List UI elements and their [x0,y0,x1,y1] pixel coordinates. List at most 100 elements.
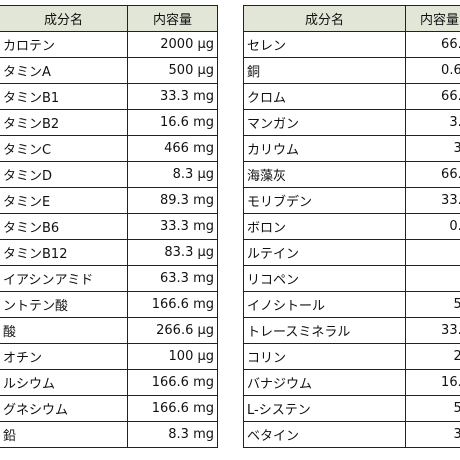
row: タミンB12 83.3 μg [0,239,218,266]
name-cell: ントテン酸 [0,291,128,318]
name-cell: L-システン [243,395,406,422]
row: ベタイン38 [243,421,460,448]
row: カロテン 2000 μg [0,31,218,58]
name-cell: タミンB1 [0,83,128,110]
row: グネシウム 166.6 mg [0,395,218,422]
table: 成分名 内容量 カロテン 2000 μg タミンA 500 μg タミンB1 33.3 mg タ… [0,5,218,448]
name-cell: イアシンアミド [0,265,128,292]
amount-cell: 33.3 mg [127,213,218,240]
row: タミンC 466 mg [0,135,218,162]
amount-cell: 166.6 mg [127,395,218,422]
amount-cell: 89.3 mg [127,187,218,214]
name-cell: カリウム [243,135,406,162]
row: タミンB1 33.3 mg [0,83,218,110]
name-cell: 鉛 [0,421,128,448]
row: 銅0.66 [243,57,460,84]
header-row: 成分名 内容量 [0,5,218,32]
amount-cell: 16.6 [405,369,460,396]
header-cell: 内容量 [405,5,460,32]
amount-cell: 33.3 [405,187,460,214]
row: カリウム33 [243,135,460,162]
amount-cell: 33.3 [405,317,460,344]
name-cell: イノシトール [243,291,406,318]
row: イアシンアミド 63.3 mg [0,265,218,292]
name-cell: カロテン [0,31,128,58]
amount-cell: 66.6 [405,83,460,110]
amount-cell: 166.6 mg [127,369,218,396]
row: リコペン2 [243,265,460,292]
name-cell: マンガン [243,109,406,136]
amount-cell: 33 [405,135,460,162]
row: ルテイン2 [243,239,460,266]
amount-cell: 166.6 mg [127,291,218,318]
amount-cell: 266.6 μg [127,317,218,344]
row: タミンE 89.3 mg [0,187,218,214]
header-cell: 成分名 [243,5,406,32]
amount-cell: 66.6 [405,31,460,58]
name-cell: コリン [243,343,406,370]
amount-cell: 66.6 [405,161,460,188]
amount-cell: 2 [405,265,460,292]
row: 酸 266.6 μg [0,317,218,344]
name-cell: タミンA [0,57,128,84]
name-cell: 酸 [0,317,128,344]
amount-cell: 466 mg [127,135,218,162]
name-cell: タミンB2 [0,109,128,136]
row: オチン 100 μg [0,343,218,370]
name-cell: ボロン [243,213,406,240]
name-cell: クロム [243,83,406,110]
amount-cell: 33.3 mg [127,83,218,110]
row: タミンA 500 μg [0,57,218,84]
header-cell: 成分名 [0,5,128,32]
amount-cell: 2000 μg [127,31,218,58]
name-cell: モリブデン [243,187,406,214]
name-cell: グネシウム [0,395,128,422]
amount-cell: 2 [405,239,460,266]
header-row: 成分名 内容量 [243,5,460,32]
amount-cell: 3.3 [405,109,460,136]
amount-cell: 38 [405,421,460,448]
name-cell: トレースミネラル [243,317,406,344]
amount-cell: 8.3 μg [127,161,218,188]
name-cell: バナジウム [243,369,406,396]
row: ルシウム 166.6 mg [0,369,218,396]
name-cell: 海藻灰 [243,161,406,188]
amount-cell: 16.6 mg [127,109,218,136]
name-cell: タミンD [0,161,128,188]
table: 成分名内容量セレン66.6銅0.66クロム66.6マンガン3.3カリウム33海藻… [243,5,460,448]
name-cell: リコペン [243,265,406,292]
name-cell: タミンC [0,135,128,162]
amount-cell: 100 μg [127,343,218,370]
row: タミンD 8.3 μg [0,161,218,188]
name-cell: ルテイン [243,239,406,266]
amount-cell: 8.3 mg [127,421,218,448]
name-cell: ベタイン [243,421,406,448]
amount-cell: 83.3 μg [127,239,218,266]
amount-cell: 0.5 [405,213,460,240]
amount-cell: 63.3 mg [127,265,218,292]
row: ントテン酸 166.6 mg [0,291,218,318]
name-cell: 銅 [243,57,406,84]
name-cell: タミンB12 [0,239,128,266]
amount-cell: 500 μg [127,57,218,84]
row: L-システン50 [243,395,460,422]
row: タミンB6 33.3 mg [0,213,218,240]
name-cell: タミンE [0,187,128,214]
row: タミンB2 16.6 mg [0,109,218,136]
name-cell: ルシウム [0,369,128,396]
header-cell: 内容量 [127,5,218,32]
row: イノシトール50 [243,291,460,318]
amount-cell: 20 [405,343,460,370]
row: コリン20 [243,343,460,370]
amount-cell: 0.66 [405,57,460,84]
name-cell: セレン [243,31,406,58]
name-cell: タミンB6 [0,213,128,240]
